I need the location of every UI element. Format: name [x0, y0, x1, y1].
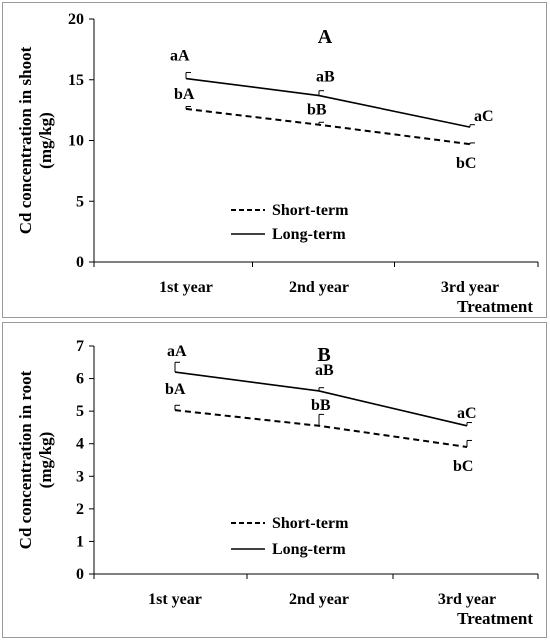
panel-title: A [318, 26, 333, 48]
y-tick-label: 3 [76, 468, 84, 485]
y-tick-label: 5 [76, 403, 84, 420]
y-tick-label: 10 [68, 133, 84, 150]
chart-svg-a: 0 5 10 15 20 1st year 2nd year 3rd yearTreatmen… [16, 11, 539, 316]
data-label: aC [474, 108, 494, 125]
data-label: aC [457, 405, 477, 422]
legend-label: Long-term [272, 226, 346, 243]
data-label: bC [453, 458, 473, 475]
data-label: bA [174, 86, 195, 103]
x-tick-label: 3rd year [438, 591, 496, 608]
y-tick-label: 5 [76, 193, 84, 210]
chart-panel-b: 0 1 2 3 4 5 6 7 1st year 2nd year 3rd year Treatmen… [2, 322, 547, 638]
series-line-short-term [185, 107, 471, 146]
y-tick-label: 2 [76, 501, 84, 518]
panel-title: B [317, 344, 330, 366]
x-tick-label: 2nd year [289, 591, 349, 608]
y-tick-label: 1 [76, 533, 84, 550]
x-tick-label: 1st year [148, 591, 202, 608]
y-tick-label: 4 [76, 436, 84, 453]
x-tick-label: 3rd year [441, 279, 499, 296]
x-tick-label: 1st year [159, 279, 213, 296]
data-label: aB [315, 362, 334, 379]
legend-label: Short-term [272, 202, 349, 219]
x-axis-label: Treatment [457, 609, 533, 628]
y-tick-label: 20 [68, 11, 84, 28]
y-axis-label-line2: (mg/kg) [36, 432, 55, 489]
chart-panel-a: 0 5 10 15 20 1st year 2nd year 3rd year Treatmen… [2, 2, 547, 318]
data-label: bB [307, 102, 327, 119]
x-axis-label: Treatment [457, 297, 533, 316]
data-label: aA [167, 343, 187, 360]
y-tick-label: 6 [76, 371, 84, 388]
y-axis-label-line2: (mg/kg) [36, 112, 55, 169]
series-line-long-term [174, 371, 468, 427]
data-label: bA [165, 381, 186, 398]
x-tick-label: 2nd year [289, 279, 349, 296]
chart-svg-b: 0 1 2 3 4 5 6 7 1st year 2nd year 3rd yearTreatmen… [16, 338, 539, 628]
data-label: bB [311, 397, 331, 414]
legend-label: Long-term [272, 541, 346, 558]
y-axis-label-line1: Cd concentration in shoot [16, 46, 35, 234]
y-tick-label: 15 [68, 72, 84, 89]
data-label: aA [170, 48, 190, 65]
y-tick-label: 7 [76, 338, 84, 355]
data-label: aB [316, 69, 335, 86]
series-line-long-term [185, 77, 471, 128]
y-tick-label: 0 [76, 566, 84, 583]
legend-label: Short-term [272, 515, 349, 532]
y-axis-label-line1: Cd concentration in root [16, 370, 35, 549]
y-tick-label: 0 [76, 254, 84, 271]
data-label: bC [456, 155, 476, 172]
